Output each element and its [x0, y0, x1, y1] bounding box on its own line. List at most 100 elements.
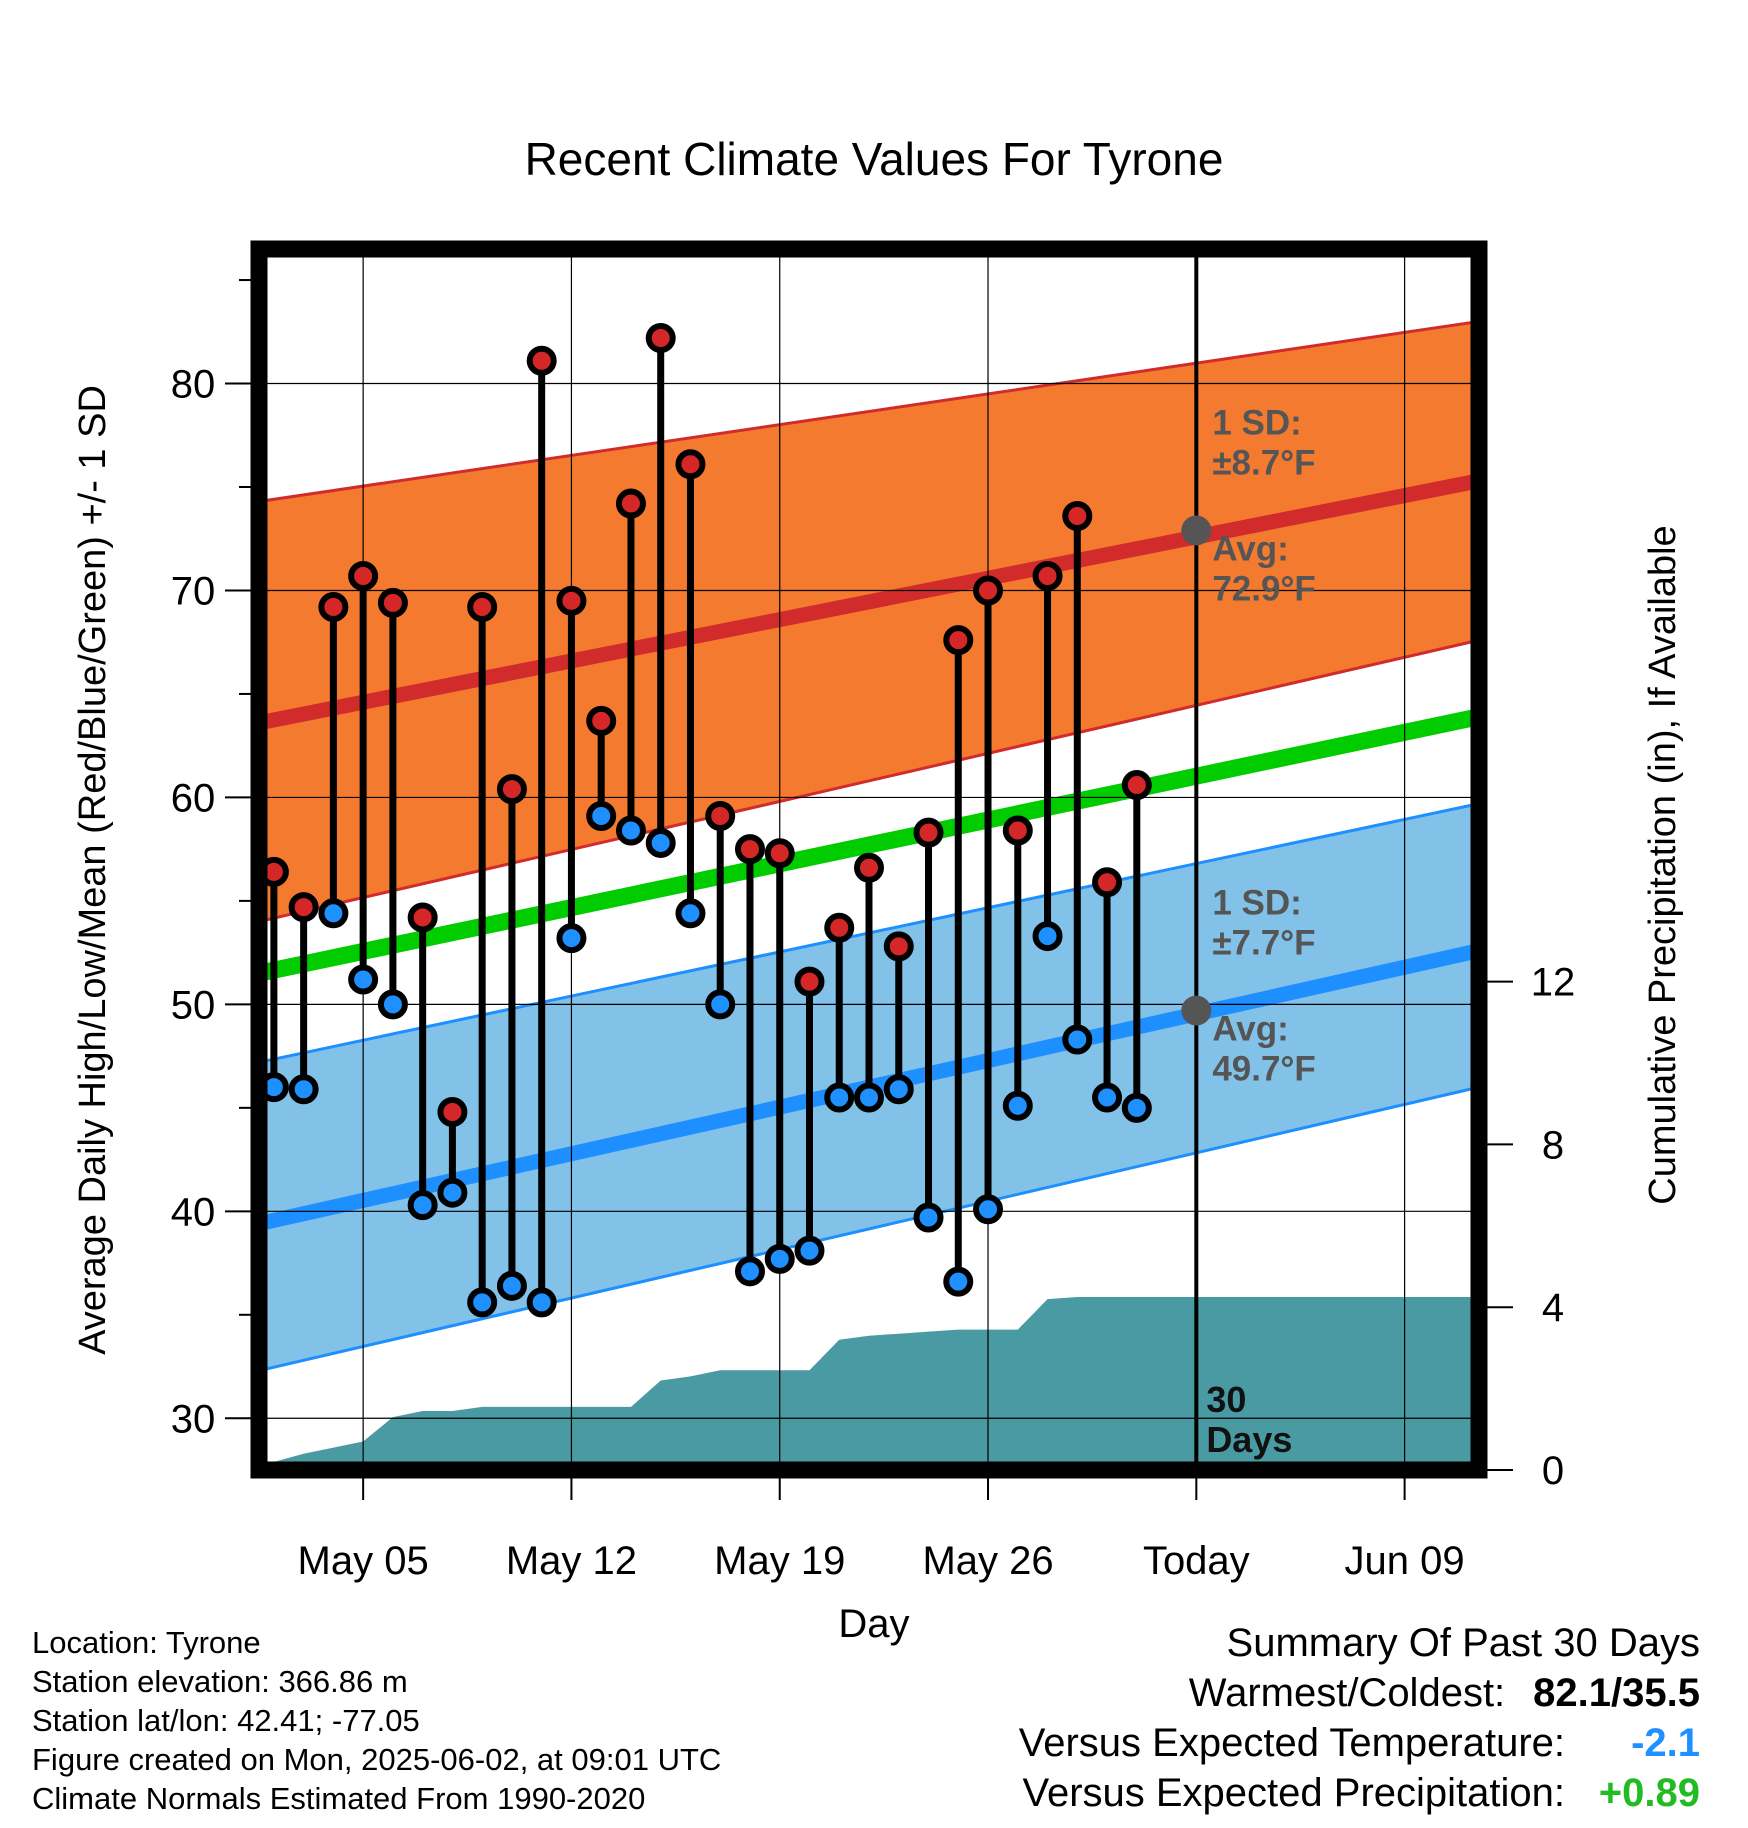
high-temp-point — [288, 892, 319, 923]
high-avg-label: Avg: — [1212, 529, 1288, 568]
high-band-upper-edge — [258, 319, 1480, 503]
high-sd-label: 1 SD: — [1212, 403, 1301, 442]
created-text: Figure created on Mon, 2025-06-02, at 09… — [32, 1742, 722, 1777]
y2-tick-label: 12 — [1531, 961, 1576, 1005]
y-tick-label: 50 — [171, 983, 216, 1027]
high-temp-point — [1002, 815, 1033, 846]
low-temp-point — [883, 1074, 914, 1105]
x-tick-label: May 26 — [922, 1539, 1053, 1583]
low-temp-point — [734, 1256, 765, 1287]
latlon-text: Station lat/lon: 42.41; -77.05 — [32, 1703, 420, 1738]
low-sd-value: ±7.7°F — [1212, 924, 1315, 963]
high-temp-point — [675, 449, 706, 480]
high-temp-point — [943, 625, 974, 656]
temp-deviation-label: Versus Expected Temperature: — [1018, 1721, 1565, 1765]
high-temp-point — [824, 912, 855, 943]
today-avg-high-marker — [1181, 515, 1212, 546]
x-tick-label: May 05 — [298, 1539, 429, 1583]
high-temp-point — [705, 801, 736, 832]
high-temp-point — [1092, 867, 1123, 898]
low-sd-label: 1 SD: — [1212, 884, 1301, 923]
avg-high-line — [257, 473, 1481, 731]
y2-tick-label: 4 — [1542, 1286, 1564, 1330]
high-temp-point — [526, 345, 557, 376]
axes — [225, 279, 1513, 1500]
low-temp-point — [1062, 1024, 1093, 1055]
low-temp-point — [1032, 921, 1063, 952]
low-temp-point — [645, 827, 676, 858]
x-tick-label: May 19 — [714, 1539, 845, 1583]
high-temp-point — [615, 488, 646, 519]
high-temp-point — [467, 592, 498, 623]
high-temp-point — [556, 585, 587, 616]
low-band-lower-edge — [258, 1085, 1480, 1373]
precip-deviation-value: +0.89 — [1598, 1771, 1700, 1815]
low-temp-point — [348, 964, 379, 995]
high-temp-point — [318, 592, 349, 623]
warm-cold-label: Warmest/Coldest: — [1188, 1671, 1506, 1715]
low-avg-label: Avg: — [1212, 1010, 1288, 1049]
location-text: Location: Tyrone — [32, 1625, 261, 1660]
summary-precip: Versus Expected Precipitation: +0.89 — [1019, 1768, 1700, 1818]
high-sd-value: ±8.7°F — [1212, 443, 1315, 482]
low-temp-point — [288, 1074, 319, 1105]
days-unit-label: Days — [1206, 1419, 1292, 1460]
low-temp-point — [318, 898, 349, 929]
high-temp-point — [913, 817, 944, 848]
precip-area — [259, 1297, 1479, 1470]
high-sd-band — [259, 321, 1479, 922]
x-tick-label: Today — [1143, 1539, 1250, 1583]
low-temp-point — [526, 1287, 557, 1318]
today-avg-low-marker — [1181, 995, 1212, 1026]
low-temp-point — [377, 989, 408, 1020]
low-temp-point — [1121, 1092, 1152, 1123]
y2-tick-label: 8 — [1542, 1123, 1564, 1167]
avg-mean-line — [257, 708, 1481, 982]
summary-temp: Versus Expected Temperature: -2.1 — [1019, 1718, 1700, 1768]
low-temp-point — [854, 1082, 884, 1113]
plot-frame — [250, 240, 1488, 1479]
high-temp-point — [1032, 560, 1063, 591]
low-temp-point — [615, 815, 646, 846]
temp-deviation-value: -2.1 — [1631, 1721, 1700, 1765]
y-tick-label: 60 — [171, 776, 216, 820]
days-count-label: 30 — [1206, 1379, 1246, 1420]
high-temp-point — [377, 587, 408, 618]
y-tick-label: 70 — [171, 569, 216, 613]
low-temp-point — [1002, 1090, 1033, 1121]
low-temp-point — [824, 1082, 855, 1113]
daily-bars — [258, 322, 1152, 1318]
y-axis-label: Average Daily High/Low/Mean (Red/Blue/Gr… — [72, 385, 114, 1355]
low-temp-point — [496, 1270, 527, 1301]
low-temp-point — [407, 1190, 438, 1221]
chart-title: Recent Climate Values For Tyrone — [525, 133, 1224, 185]
high-temp-point — [854, 852, 884, 883]
low-temp-point — [943, 1266, 974, 1297]
x-tick-label: May 12 — [506, 1539, 637, 1583]
high-temp-point — [645, 322, 676, 353]
station-info: Location: Tyrone Station elevation: 366.… — [32, 1623, 721, 1818]
y-tick-label: 80 — [171, 363, 216, 407]
low-temp-point — [973, 1194, 1004, 1225]
low-avg-value: 49.7°F — [1212, 1050, 1316, 1089]
low-temp-point — [794, 1235, 825, 1266]
warm-cold-value: 82.1/35.5 — [1533, 1671, 1700, 1715]
low-temp-point — [705, 989, 736, 1020]
y2-axis-label: Cumulative Precipitation (in), If Availa… — [1642, 525, 1684, 1204]
high-temp-point — [794, 966, 825, 997]
summary-panel: Summary Of Past 30 Days Warmest/Coldest:… — [1019, 1618, 1700, 1818]
low-temp-point — [1092, 1082, 1123, 1113]
y-tick-label: 40 — [171, 1190, 216, 1234]
low-temp-point — [764, 1243, 795, 1274]
high-temp-point — [973, 575, 1004, 606]
high-temp-point — [348, 560, 379, 591]
high-temp-point — [586, 705, 617, 736]
y-tick-label: 30 — [171, 1397, 216, 1441]
low-temp-point — [913, 1202, 944, 1233]
low-temp-point — [586, 801, 617, 832]
high-avg-value: 72.9°F — [1212, 569, 1316, 608]
high-temp-point — [734, 834, 765, 865]
elevation-text: Station elevation: 366.86 m — [32, 1664, 408, 1699]
low-temp-point — [556, 923, 587, 954]
